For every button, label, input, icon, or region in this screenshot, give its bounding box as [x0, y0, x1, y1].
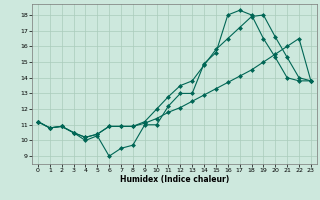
- X-axis label: Humidex (Indice chaleur): Humidex (Indice chaleur): [120, 175, 229, 184]
